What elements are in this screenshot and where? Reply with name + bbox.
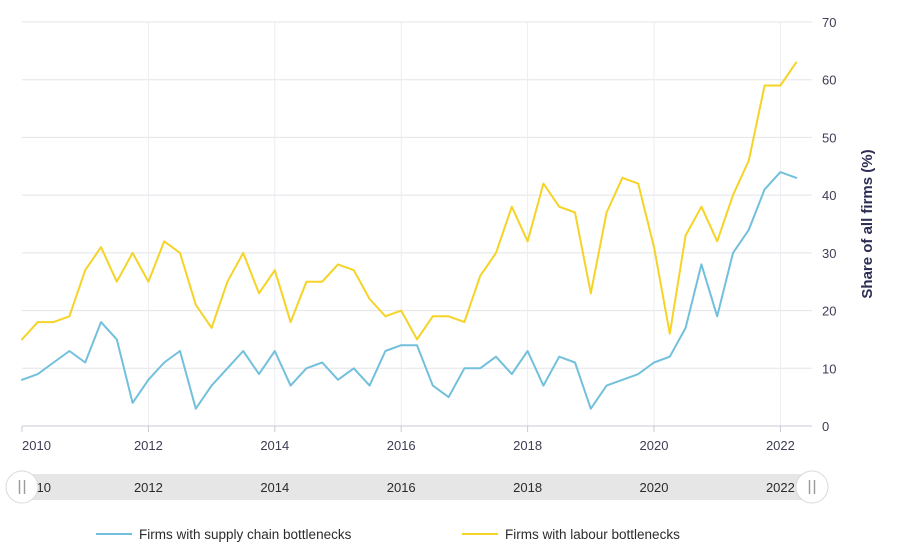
handle-right-circle[interactable] bbox=[795, 470, 829, 504]
navigator-tick-label: 2020 bbox=[640, 480, 669, 495]
x-axis-ticks: 2010 2012 2014 2016 2018 2020 2022 bbox=[21, 426, 795, 453]
navigator-left-handle[interactable] bbox=[5, 470, 39, 504]
series-line-labour bbox=[21, 61, 798, 341]
series-layer bbox=[21, 61, 798, 410]
x-tick-label: 2016 bbox=[387, 438, 416, 453]
y-gridlines bbox=[22, 21, 812, 369]
navigator-tick-label: 2022 bbox=[766, 480, 795, 495]
navigator-tick-label: 2014 bbox=[260, 480, 289, 495]
navigator-tick-label: 2016 bbox=[387, 480, 416, 495]
y-tick-label: 50 bbox=[822, 130, 836, 145]
y-tick-label: 10 bbox=[822, 361, 836, 376]
y-tick-label: 60 bbox=[822, 73, 836, 88]
y-tick-label: 30 bbox=[822, 246, 836, 261]
y-tick-label: 20 bbox=[822, 304, 836, 319]
x-tick-label: 2012 bbox=[134, 438, 163, 453]
x-tick-label: 2010 bbox=[22, 438, 51, 453]
x-tick-label: 2020 bbox=[640, 438, 669, 453]
x-tick-label: 2018 bbox=[513, 438, 542, 453]
x-tick-label: 2022 bbox=[766, 438, 795, 453]
handle-left-circle[interactable] bbox=[5, 470, 39, 504]
y-tick-label: 40 bbox=[822, 188, 836, 203]
y-axis-title: Share of all firms (%) bbox=[859, 149, 876, 298]
y-tick-label: 70 bbox=[822, 15, 836, 30]
series-line-supply-chain bbox=[21, 171, 798, 410]
navigator-tick-label: 2018 bbox=[513, 480, 542, 495]
navigator-tick-label: 2012 bbox=[134, 480, 163, 495]
x-tick-label: 2014 bbox=[260, 438, 289, 453]
legend: Firms with supply chain bottlenecks Firm… bbox=[96, 527, 680, 542]
legend-label-labour: Firms with labour bottlenecks bbox=[505, 527, 680, 542]
y-tick-label: 0 bbox=[822, 419, 829, 434]
y-axis: 0 10 20 30 40 50 60 70 bbox=[822, 15, 836, 434]
legend-item-supply-chain[interactable]: Firms with supply chain bottlenecks bbox=[96, 527, 352, 542]
legend-label-supply-chain: Firms with supply chain bottlenecks bbox=[139, 527, 352, 542]
navigator-track[interactable] bbox=[22, 474, 812, 500]
legend-item-labour[interactable]: Firms with labour bottlenecks bbox=[462, 527, 680, 542]
navigator-right-handle[interactable] bbox=[795, 470, 829, 504]
x-gridlines bbox=[147, 22, 781, 426]
